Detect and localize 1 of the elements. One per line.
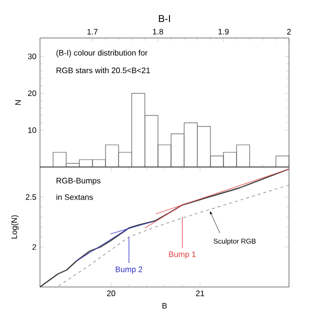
x-axis-title: B-I <box>158 15 170 22</box>
